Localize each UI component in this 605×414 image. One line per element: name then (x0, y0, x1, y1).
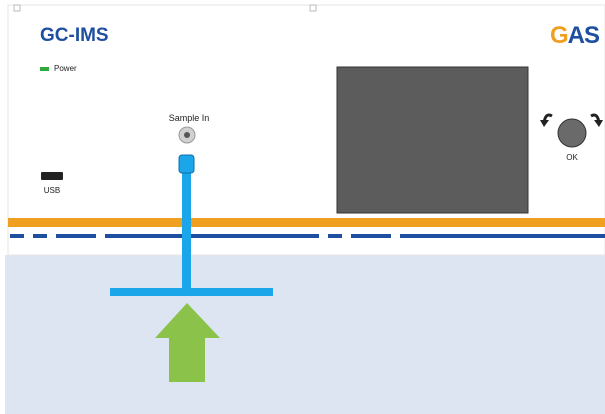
sample-port-hole (184, 132, 190, 138)
orange-stripe (8, 218, 605, 227)
sample-inlet-bar (110, 288, 273, 296)
usb-port (41, 172, 63, 180)
illustration: GC-IMS Power Sample In USB OK (0, 0, 605, 414)
device-diagram: GC-IMS Power Sample In USB OK GAS (0, 0, 605, 414)
knob (558, 119, 586, 147)
sample-tube (182, 155, 191, 290)
power-label: Power (54, 64, 77, 73)
tube-connector (179, 155, 194, 173)
usb-label: USB (44, 186, 60, 195)
power-led (40, 67, 49, 71)
ok-label: OK (566, 153, 578, 162)
sample-in-label: Sample In (169, 113, 210, 123)
display (337, 67, 528, 213)
base-area (5, 255, 605, 414)
logo: GAS (550, 22, 599, 50)
device-title: GC-IMS (40, 25, 109, 46)
